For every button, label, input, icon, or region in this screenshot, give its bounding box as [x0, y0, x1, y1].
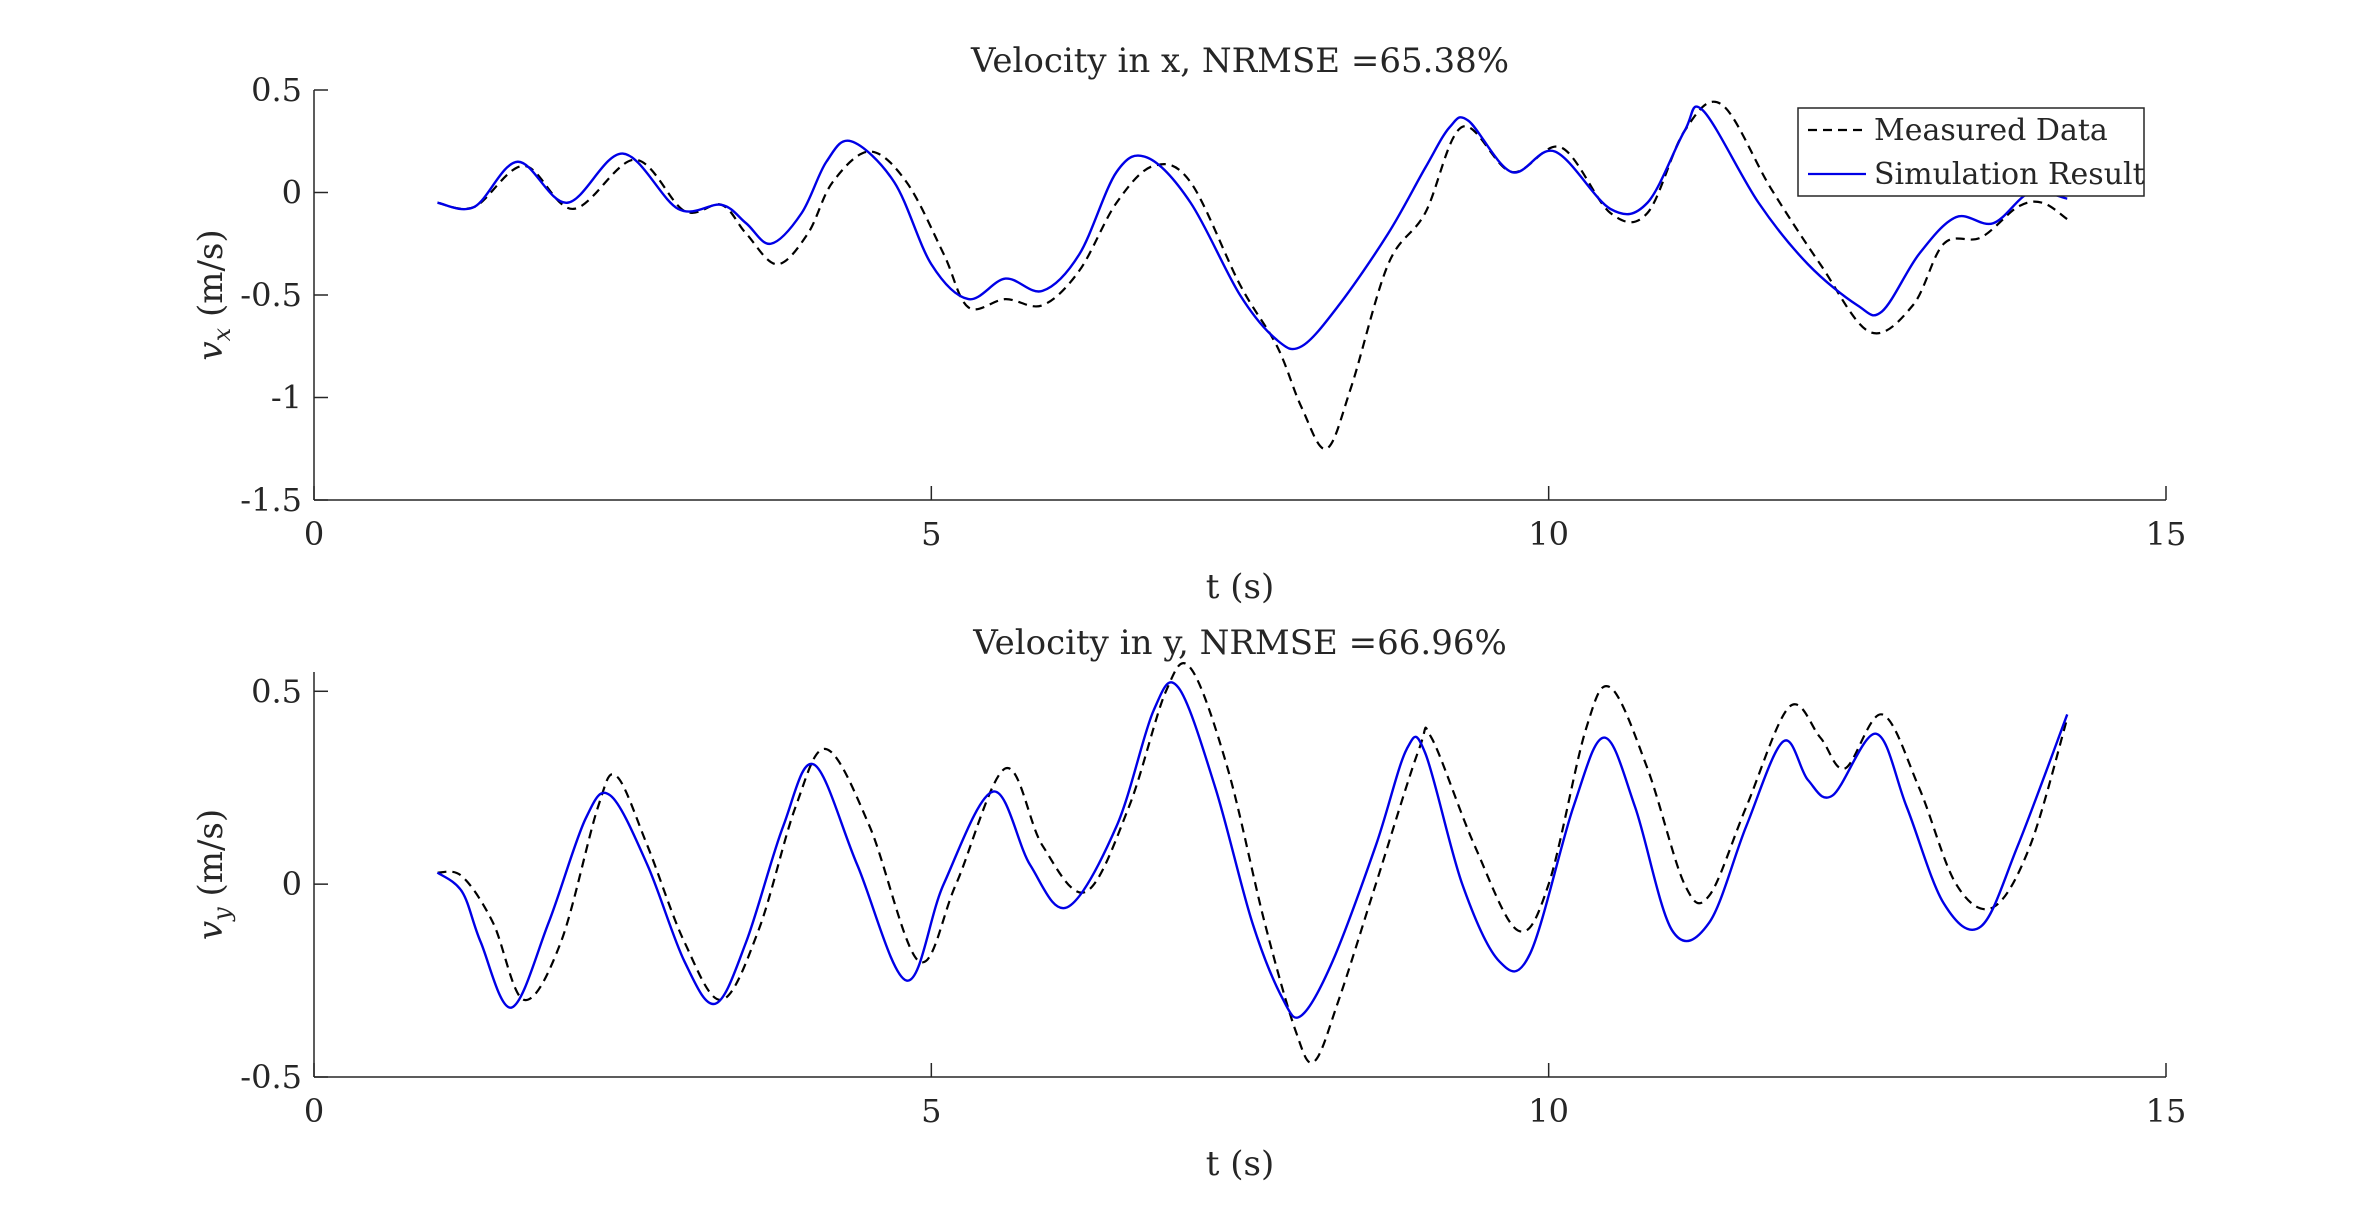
legend-entry-label: Simulation Result: [1874, 157, 2145, 192]
series-line-measured: [437, 100, 2068, 450]
x-tick-label: 10: [1528, 515, 1569, 553]
y-tick-label: -1: [271, 379, 302, 417]
legend: Measured Data Simulation Result: [1797, 107, 2145, 197]
y-tick-label: -0.5: [240, 1058, 302, 1096]
y-axis-label: vx (m/s): [191, 229, 236, 360]
legend-box: [1797, 107, 2145, 197]
x-tick-label: 15: [2146, 515, 2187, 553]
plot-title: Velocity in x, NRMSE =65.38%: [970, 41, 1509, 81]
y-axis-label: vy (m/s): [191, 809, 236, 940]
plot-title: Velocity in y, NRMSE =66.96%: [972, 623, 1507, 663]
series-line-simulation: [437, 105, 2068, 351]
y-axis-label-sub: x: [208, 327, 236, 341]
x-tick-label: 15: [2146, 1092, 2187, 1130]
legend-entry-label: Measured Data: [1874, 113, 2108, 148]
y-axis-label-var: v: [191, 921, 231, 940]
y-tick-label: 0.5: [251, 672, 302, 710]
y-axis-label-sub: y: [208, 907, 236, 922]
x-tick-label: 10: [1528, 1092, 1569, 1130]
series-line-simulation: [436, 681, 2069, 1019]
series-line-measured: [437, 662, 2069, 1064]
x-axis-label: t (s): [1206, 1144, 1274, 1184]
y-tick-label: 0.5: [251, 71, 302, 109]
x-tick-label: 5: [921, 515, 941, 553]
y-axis-label-var: v: [191, 341, 231, 360]
x-axis-label: t (s): [1206, 567, 1274, 607]
x-tick-label: 5: [921, 1092, 941, 1130]
x-tick-label: 0: [304, 1092, 324, 1130]
y-tick-label: 0: [282, 865, 302, 903]
y-axis-label-unit: (m/s): [191, 229, 231, 327]
x-tick-label: 0: [304, 515, 324, 553]
y-tick-label: -0.5: [240, 276, 302, 314]
subplot-velocity-x: 0 5 10 15 -1.5 -1 -0.5 0 0.5 Velocity in x, NRMSE…: [191, 41, 2186, 607]
y-axis-label-unit: (m/s): [191, 809, 231, 907]
y-tick-label: -1.5: [240, 481, 302, 519]
y-tick-label: 0: [282, 174, 302, 212]
